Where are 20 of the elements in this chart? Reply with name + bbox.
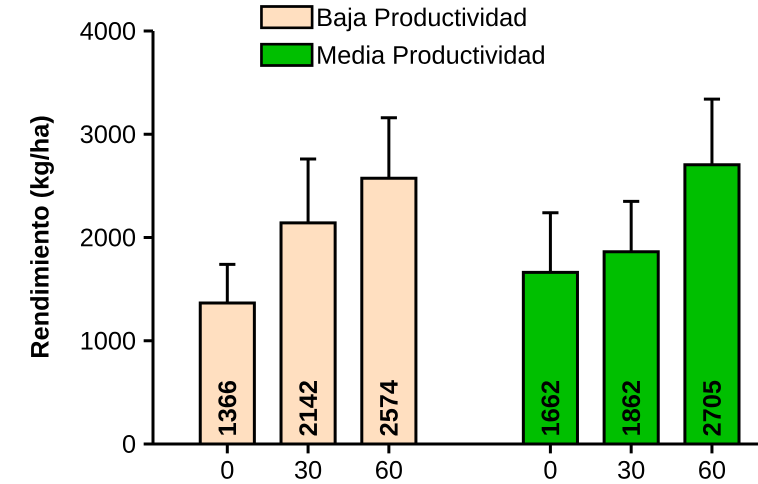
y-tick-label: 2000 — [80, 228, 136, 246]
data-label: 1366 — [218, 380, 236, 435]
data-label: 2705 — [702, 380, 721, 436]
y-tick-label: 1000 — [82, 332, 136, 350]
data-label: 1662 — [541, 381, 560, 435]
y-tick-label: 3000 — [80, 125, 136, 144]
legend-label: Baja Productividad — [318, 8, 526, 32]
x-tick-label: 60 — [699, 460, 726, 479]
y-tick-label: 4000 — [80, 22, 136, 40]
legend-label: Media Productividad — [318, 45, 544, 64]
data-label: 2142 — [299, 381, 317, 436]
x-tick-label: 60 — [376, 460, 402, 479]
x-tick-label: 30 — [618, 460, 644, 479]
x-tick-label: 30 — [294, 460, 322, 479]
x-tick-label: 0 — [544, 460, 556, 479]
y-tick-label: 0 — [122, 435, 136, 453]
x-tick-label: 0 — [221, 460, 234, 479]
data-label: 1862 — [622, 381, 640, 435]
y-axis-title: Rendimiento (kg/ha) — [30, 116, 54, 358]
data-label: 2574 — [380, 380, 398, 436]
